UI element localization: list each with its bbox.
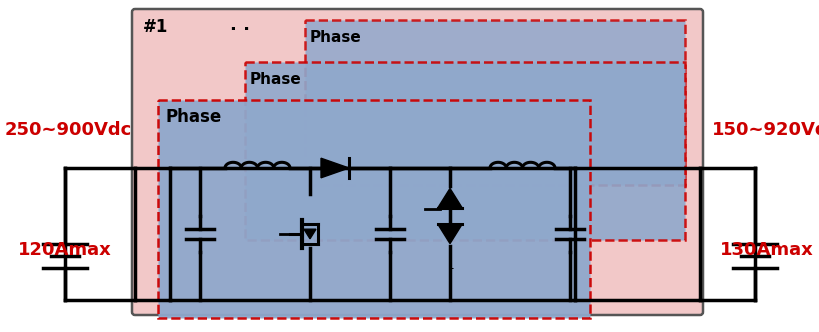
Polygon shape (437, 188, 461, 208)
Bar (305, 20, 684, 185)
Text: . .: . . (229, 16, 250, 34)
Text: 130Amax: 130Amax (719, 241, 812, 259)
Text: Phase: Phase (165, 108, 222, 126)
Polygon shape (320, 158, 349, 178)
Text: ⌜: ⌜ (447, 268, 454, 282)
Text: Phase: Phase (310, 30, 361, 45)
Polygon shape (437, 224, 461, 244)
FancyBboxPatch shape (132, 9, 702, 315)
Bar (158, 100, 590, 318)
Text: 250~900Vdc: 250~900Vdc (5, 121, 132, 139)
Text: #1: #1 (143, 18, 168, 36)
Polygon shape (304, 229, 315, 239)
Text: Phase: Phase (250, 72, 301, 87)
Bar (245, 62, 684, 240)
Text: 150~920Vdc: 150~920Vdc (711, 121, 819, 139)
Text: 120Amax: 120Amax (18, 241, 111, 259)
